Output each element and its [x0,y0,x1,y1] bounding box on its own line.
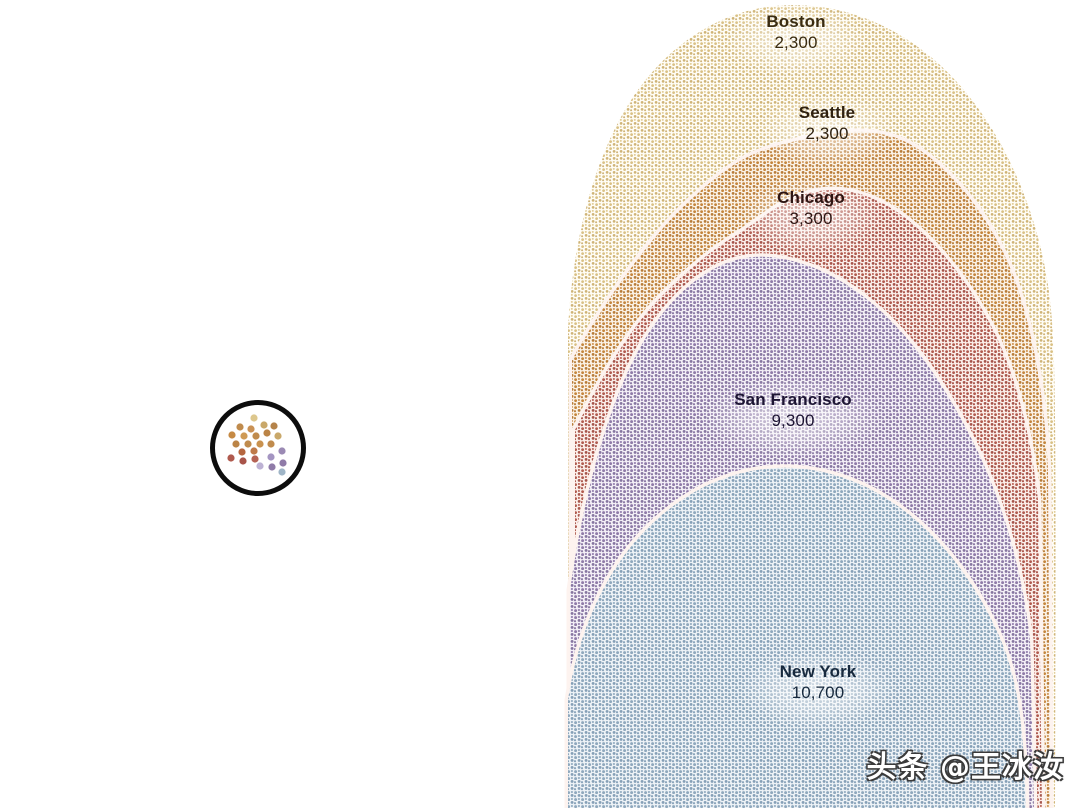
magnifier-dot [256,462,264,470]
magnifier-dot [232,440,240,448]
magnifier-dot [239,457,247,465]
magnifier-dot [274,432,282,440]
magnifier-dot [278,468,286,476]
watermark-text: 头条 @王冰汝 [866,750,1064,785]
magnifier-dot [250,414,258,422]
dot-detail-magnifier [210,400,306,496]
magnifier-dot [244,440,252,448]
magnifier-dot [268,463,276,471]
magnifier-dot [252,432,260,440]
magnifier-dot [256,440,264,448]
label-halos [701,2,899,730]
magnifier-dot [278,447,286,455]
magnifier-ring [210,400,306,496]
magnifier-dot [247,425,255,433]
magnifier-dot [250,447,258,455]
magnifier-dot [260,421,268,429]
magnifier-dot [251,455,259,463]
magnifier-dots [227,414,287,476]
magnifier-dot [279,459,287,467]
magnifier-dot [236,423,244,431]
magnifier-dot [267,440,275,448]
magnifier-dot [228,431,236,439]
magnifier-dot [263,429,271,437]
magnifier-dot [270,422,278,430]
magnifier-dot [227,454,235,462]
magnifier-dot [267,453,275,461]
magnifier-dot [238,448,246,456]
magnifier-dot [240,432,248,440]
